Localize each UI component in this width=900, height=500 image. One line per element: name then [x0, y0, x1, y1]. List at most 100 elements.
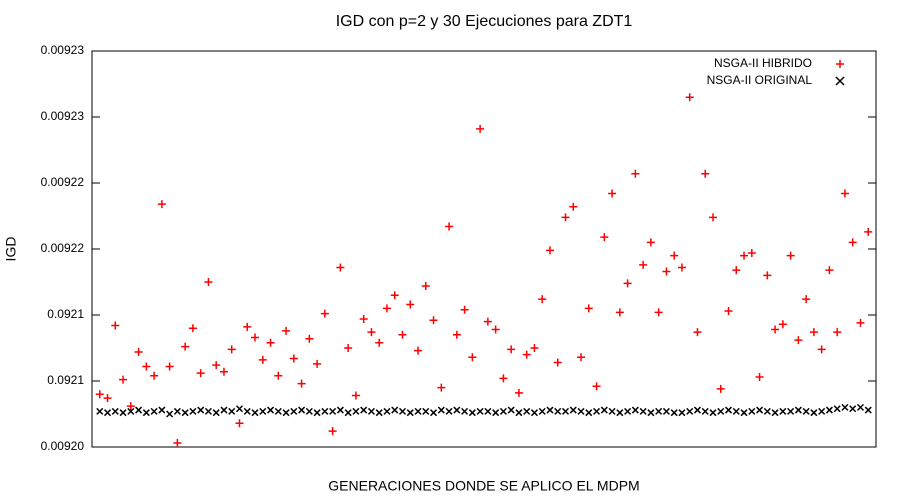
point	[158, 406, 166, 414]
point	[856, 318, 865, 327]
point	[530, 409, 538, 417]
point	[259, 407, 267, 415]
point	[383, 407, 391, 415]
point	[701, 169, 710, 178]
point	[662, 267, 671, 276]
point	[615, 308, 624, 317]
point	[476, 407, 484, 415]
point	[577, 407, 585, 415]
point	[639, 407, 647, 415]
point	[818, 407, 826, 415]
point	[351, 391, 360, 400]
point	[251, 333, 260, 342]
point	[344, 344, 353, 352]
point	[686, 407, 694, 415]
point	[732, 266, 741, 275]
point	[499, 374, 508, 383]
point	[740, 251, 749, 260]
point	[693, 406, 701, 414]
point	[336, 263, 345, 272]
point	[430, 409, 438, 417]
point	[624, 407, 632, 415]
point	[212, 361, 221, 370]
point	[134, 347, 143, 356]
point	[367, 328, 376, 337]
y-tick-label: 0.0921	[47, 307, 84, 321]
point	[196, 369, 205, 378]
point	[825, 266, 834, 275]
point	[266, 338, 275, 347]
point	[685, 93, 694, 102]
point	[646, 238, 655, 247]
point	[833, 328, 842, 337]
point	[802, 407, 810, 415]
point	[297, 379, 306, 388]
point	[119, 409, 127, 417]
point	[111, 321, 120, 330]
point	[298, 406, 306, 414]
point	[593, 407, 601, 415]
point	[538, 407, 546, 415]
point	[771, 325, 780, 334]
point	[530, 344, 539, 352]
point	[864, 406, 872, 414]
point	[142, 362, 151, 371]
point	[732, 407, 740, 415]
point	[755, 373, 764, 382]
y-tick-label: 0.00922	[41, 241, 85, 255]
point	[289, 354, 298, 363]
point	[95, 390, 104, 399]
point	[258, 355, 267, 364]
point	[320, 309, 329, 318]
point	[639, 260, 648, 269]
point	[96, 407, 104, 415]
point	[484, 407, 492, 415]
point	[267, 406, 275, 414]
point	[546, 406, 554, 414]
point	[833, 405, 841, 413]
point	[779, 407, 787, 415]
legend-marker	[835, 76, 845, 86]
point	[414, 346, 423, 355]
point	[220, 406, 228, 414]
point	[453, 406, 461, 414]
point	[554, 407, 562, 415]
x-axis-label: GENERACIONES DONDE SE APLICO EL MDPM	[328, 478, 639, 494]
point	[756, 406, 764, 414]
point	[382, 304, 391, 313]
point	[522, 350, 531, 359]
point	[514, 388, 523, 397]
point	[181, 342, 190, 351]
point	[212, 409, 220, 417]
point	[499, 407, 507, 415]
point	[794, 406, 802, 414]
point	[204, 407, 212, 415]
point	[569, 406, 577, 414]
point	[592, 382, 601, 391]
point	[802, 295, 811, 304]
point	[662, 407, 670, 415]
point	[856, 403, 865, 411]
point	[778, 320, 787, 329]
point	[437, 406, 445, 414]
point	[468, 353, 477, 362]
point	[608, 407, 616, 415]
point	[545, 246, 554, 255]
point	[810, 409, 818, 417]
legend-label: NSGA-II HIBRIDO	[714, 56, 812, 70]
point	[848, 238, 857, 247]
point	[414, 407, 422, 415]
point	[398, 330, 407, 339]
point	[523, 407, 531, 415]
point	[600, 406, 608, 414]
point	[165, 362, 174, 371]
point	[290, 407, 298, 415]
point	[577, 353, 586, 362]
point	[359, 314, 368, 323]
point	[678, 409, 686, 417]
point	[390, 291, 399, 300]
point	[375, 409, 383, 417]
point	[763, 407, 771, 415]
